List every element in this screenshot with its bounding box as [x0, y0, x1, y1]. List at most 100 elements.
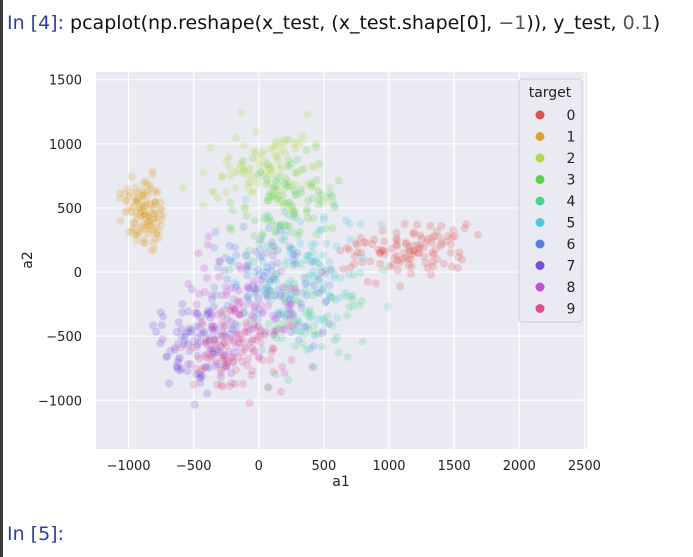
data-point	[247, 336, 257, 346]
data-point	[203, 306, 213, 316]
data-point	[186, 359, 195, 369]
data-point	[348, 301, 358, 311]
data-point	[276, 266, 286, 276]
data-point	[253, 322, 263, 332]
data-point	[259, 285, 269, 295]
data-point	[273, 245, 283, 255]
data-point	[189, 380, 199, 389]
y-axis-label: a2	[20, 251, 36, 269]
data-point	[202, 309, 212, 319]
data-point	[289, 186, 299, 196]
data-point	[446, 239, 456, 249]
data-point	[383, 302, 393, 312]
data-point	[325, 280, 334, 290]
data-point	[225, 265, 235, 275]
data-point	[229, 306, 239, 315]
x-tick-label: 2500	[568, 459, 601, 474]
data-point	[208, 187, 218, 197]
data-point	[223, 358, 233, 367]
data-point	[147, 166, 157, 176]
data-point	[162, 352, 172, 361]
data-point	[325, 291, 335, 301]
legend-label-8: 8	[567, 280, 576, 296]
data-point	[286, 299, 296, 309]
data-point	[316, 267, 326, 277]
data-point	[309, 362, 319, 372]
series-2	[178, 108, 338, 223]
data-point	[304, 311, 313, 320]
data-point	[205, 313, 215, 323]
data-point	[288, 244, 298, 254]
data-point	[282, 180, 292, 190]
data-point	[271, 327, 281, 337]
data-point	[300, 322, 309, 332]
data-point	[242, 321, 252, 331]
data-point	[314, 194, 324, 204]
data-point	[259, 146, 269, 156]
data-point	[233, 166, 243, 175]
data-point	[320, 318, 330, 328]
data-point	[363, 277, 373, 287]
data-point	[131, 230, 141, 240]
legend-label-0: 0	[567, 108, 576, 124]
data-point	[267, 191, 277, 201]
data-point	[259, 172, 269, 182]
code-cell-4[interactable]: In [4]: pcaplot(np.reshape(x_test, (x_te…	[7, 12, 660, 34]
data-point	[210, 322, 219, 332]
code-cell-5[interactable]: In [5]:	[7, 523, 64, 545]
data-point	[263, 195, 273, 205]
data-point	[281, 312, 291, 322]
data-point	[207, 291, 217, 301]
data-point	[419, 243, 429, 253]
data-point	[272, 323, 282, 333]
data-point	[148, 214, 158, 224]
data-point	[235, 338, 245, 348]
data-point	[335, 293, 345, 303]
data-point	[273, 154, 283, 164]
data-point	[257, 307, 267, 317]
data-point	[228, 337, 238, 347]
data-point	[201, 338, 211, 347]
data-point	[290, 317, 300, 327]
data-point	[408, 241, 418, 251]
data-point	[223, 355, 232, 365]
data-point	[199, 168, 209, 178]
data-point	[250, 288, 260, 298]
data-point	[195, 337, 205, 347]
data-point	[421, 258, 430, 268]
data-point	[156, 221, 166, 231]
data-point	[263, 292, 273, 302]
data-point	[247, 311, 257, 320]
data-point	[286, 204, 296, 214]
data-point	[196, 372, 205, 382]
data-point	[287, 202, 297, 211]
data-point	[226, 317, 236, 327]
data-point	[412, 220, 422, 230]
data-point	[154, 233, 164, 243]
data-point	[199, 327, 209, 337]
data-point	[302, 145, 311, 155]
data-point	[286, 159, 296, 169]
data-point	[144, 213, 154, 223]
data-point	[301, 308, 311, 318]
data-point	[319, 314, 329, 324]
legend-marker-3	[535, 175, 545, 184]
data-point	[132, 215, 142, 224]
data-point	[264, 223, 274, 233]
data-point	[303, 196, 313, 206]
data-point	[253, 153, 263, 163]
data-point	[286, 327, 296, 337]
data-point	[150, 200, 160, 209]
data-point	[231, 365, 241, 375]
legend-label-2: 2	[567, 151, 576, 167]
data-point	[268, 311, 278, 321]
series-9	[176, 296, 296, 408]
data-point	[325, 182, 335, 192]
data-point	[226, 257, 236, 267]
data-point	[244, 338, 254, 348]
data-point	[392, 251, 402, 261]
data-point	[216, 308, 226, 318]
data-point	[205, 143, 215, 152]
data-point	[230, 242, 240, 252]
data-point	[177, 364, 187, 373]
